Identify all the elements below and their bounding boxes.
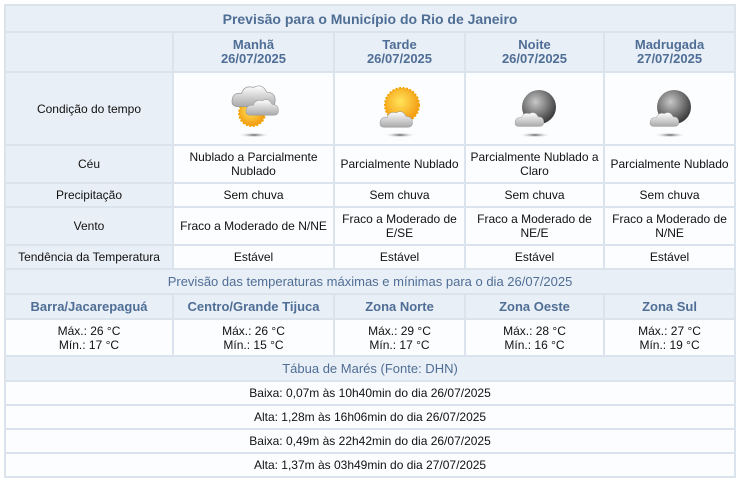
precipitation-value: Sem chuva (172, 182, 335, 208)
row-label: Vento (4, 206, 174, 246)
zone-temps: Máx.: 28 °C Mín.: 16 °C (464, 318, 605, 357)
moon-cloud-icon (649, 89, 691, 137)
max-temp: Máx.: 27 °C (638, 323, 701, 338)
period-name: Noite (518, 37, 551, 52)
tide-row: Baixa: 0,07m às 10h40min do dia 26/07/20… (3, 380, 737, 406)
max-temp: Máx.: 28 °C (503, 323, 566, 338)
tide-row: Alta: 1,37m às 03h49min do dia 27/07/202… (3, 452, 737, 478)
trend-value: Estável (602, 244, 737, 270)
min-temp: Mín.: 15 °C (223, 337, 284, 352)
zone-name: Barra/Jacarepaguá (4, 293, 174, 320)
trend-value: Estável (172, 244, 335, 270)
trend-value: Estável (333, 244, 466, 270)
row-label: Precipitação (4, 182, 174, 208)
moon-cloud-icon (514, 89, 556, 137)
zone-temps: Máx.: 26 °C Mín.: 15 °C (172, 318, 335, 357)
period-name: Manhã (232, 37, 275, 52)
tide-row: Baixa: 0,49m às 22h42min do dia 26/07/20… (3, 428, 737, 454)
row-label: Tendência da Temperatura (4, 244, 174, 270)
precipitation-value: Sem chuva (464, 182, 605, 208)
ceu-value: Parcialmente Nublado (602, 144, 737, 184)
ceu-value: Nublado a Parcialmente Nublado (172, 144, 335, 184)
zone-name: Zona Norte (333, 293, 466, 320)
wind-value: Fraco a Moderado de N/NE (602, 206, 737, 246)
zone-temps: Máx.: 29 °C Mín.: 17 °C (333, 318, 466, 357)
sun-small-cloud-icon (379, 86, 420, 137)
zone-name: Zona Oeste (464, 293, 605, 320)
forecast-table: Previsão para o Município do Rio de Jane… (3, 4, 737, 478)
page-title: Previsão para o Município do Rio de Jane… (3, 4, 737, 33)
sun-behind-clouds-icon (231, 84, 279, 137)
zone-temps: Máx.: 27 °C Mín.: 19 °C (602, 318, 737, 357)
period-date: 26/07/2025 (501, 51, 568, 66)
ceu-value: Parcialmente Nublado a Claro (464, 144, 605, 184)
row-label: Condição do tempo (4, 71, 174, 146)
period-date: 26/07/2025 (220, 51, 287, 66)
max-temp: Máx.: 26 °C (222, 323, 285, 338)
ceu-value: Parcialmente Nublado (333, 144, 466, 184)
precipitation-value: Sem chuva (333, 182, 466, 208)
condition-cell (333, 71, 466, 146)
min-temp: Mín.: 16 °C (504, 337, 565, 352)
period-date: 26/07/2025 (366, 51, 433, 66)
condition-cell (464, 71, 605, 146)
min-temp: Mín.: 19 °C (639, 337, 700, 352)
corner-cell (4, 31, 174, 73)
period-header: Manhã 26/07/2025 (172, 31, 335, 73)
period-name: Tarde (382, 37, 417, 52)
min-temp: Mín.: 17 °C (369, 337, 430, 352)
min-temp: Mín.: 17 °C (58, 337, 120, 352)
row-label: Céu (4, 144, 174, 184)
period-header: Tarde 26/07/2025 (333, 31, 466, 73)
trend-value: Estável (464, 244, 605, 270)
period-date: 27/07/2025 (636, 51, 703, 66)
tides-title: Tábua de Marés (Fonte: DHN) (3, 355, 737, 382)
condition-cell (172, 71, 335, 146)
zone-name: Centro/Grande Tijuca (172, 293, 335, 320)
period-name: Madrugada (634, 37, 705, 52)
temps-title: Previsão das temperaturas máximas e míni… (3, 268, 737, 295)
condition-cell (602, 71, 737, 146)
period-header: Noite 26/07/2025 (464, 31, 605, 73)
tide-row: Alta: 1,28m às 16h06min do dia 26/07/202… (3, 404, 737, 430)
max-temp: Máx.: 26 °C (57, 323, 121, 338)
period-header: Madrugada 27/07/2025 (602, 31, 737, 73)
zone-name: Zona Sul (602, 293, 737, 320)
precipitation-value: Sem chuva (602, 182, 737, 208)
max-temp: Máx.: 29 °C (368, 323, 431, 338)
wind-value: Fraco a Moderado de NE/E (464, 206, 605, 246)
wind-value: Fraco a Moderado de N/NE (172, 206, 335, 246)
wind-value: Fraco a Moderado de E/SE (333, 206, 466, 246)
zone-temps: Máx.: 26 °C Mín.: 17 °C (4, 318, 174, 357)
